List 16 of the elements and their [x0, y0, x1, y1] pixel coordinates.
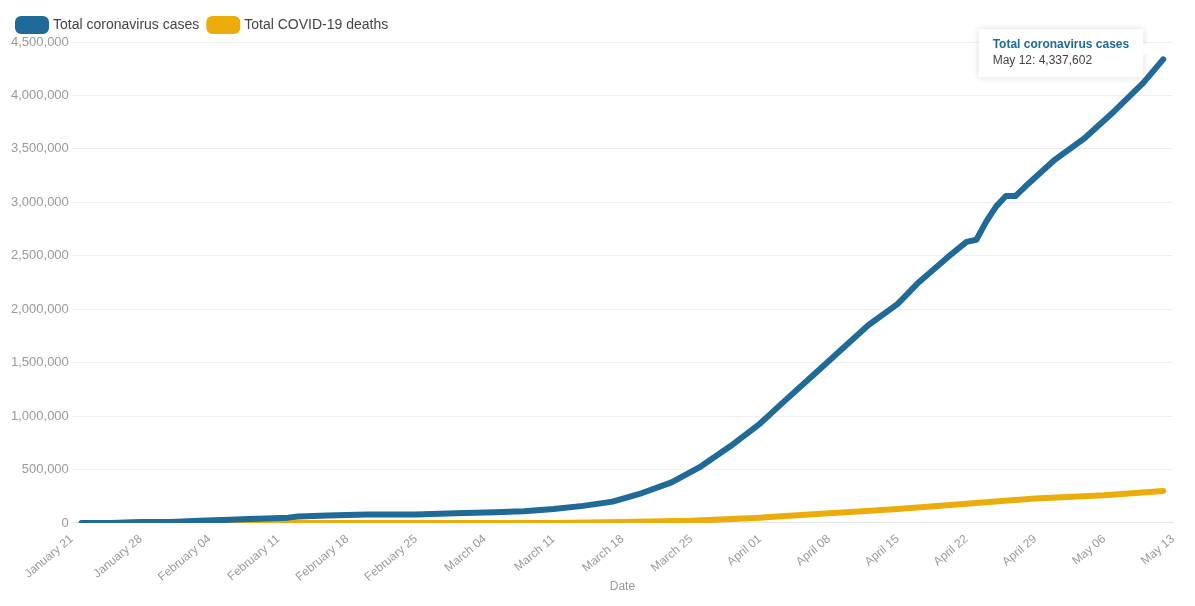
y-tick-label: 2,000,000 — [10, 300, 69, 316]
y-tick-label: 1,500,000 — [10, 354, 69, 370]
x-tick-label: May 13 — [1137, 531, 1178, 568]
y-tick-label: 500,000 — [21, 461, 69, 477]
x-tick-label: May 06 — [1069, 531, 1109, 568]
legend-label: Total coronavirus cases — [53, 15, 200, 32]
x-axis-title: Date — [609, 579, 636, 594]
y-tick-label: 0 — [61, 514, 69, 530]
legend-label: Total COVID-19 deaths — [244, 15, 389, 32]
y-tick-label: 4,000,000 — [10, 87, 69, 103]
annotation: Total coronavirus cases May 12: 4,337,602 — [992, 36, 1130, 67]
y-tick-label: 3,000,000 — [10, 193, 69, 209]
y-tick-label: 3,500,000 — [10, 140, 69, 156]
y-tick-label: 4,500,000 — [10, 33, 69, 49]
y-tick-label: 2,500,000 — [10, 247, 69, 263]
y-tick-label: 1,000,000 — [10, 407, 69, 423]
